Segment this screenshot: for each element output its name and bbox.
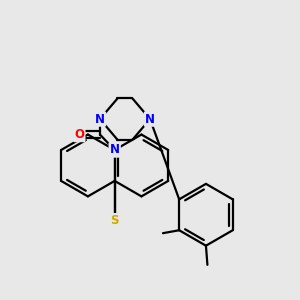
Text: N: N [110,143,120,157]
Text: N: N [145,112,155,126]
Text: N: N [95,112,105,126]
Text: S: S [110,214,119,227]
Text: O: O [74,128,84,141]
